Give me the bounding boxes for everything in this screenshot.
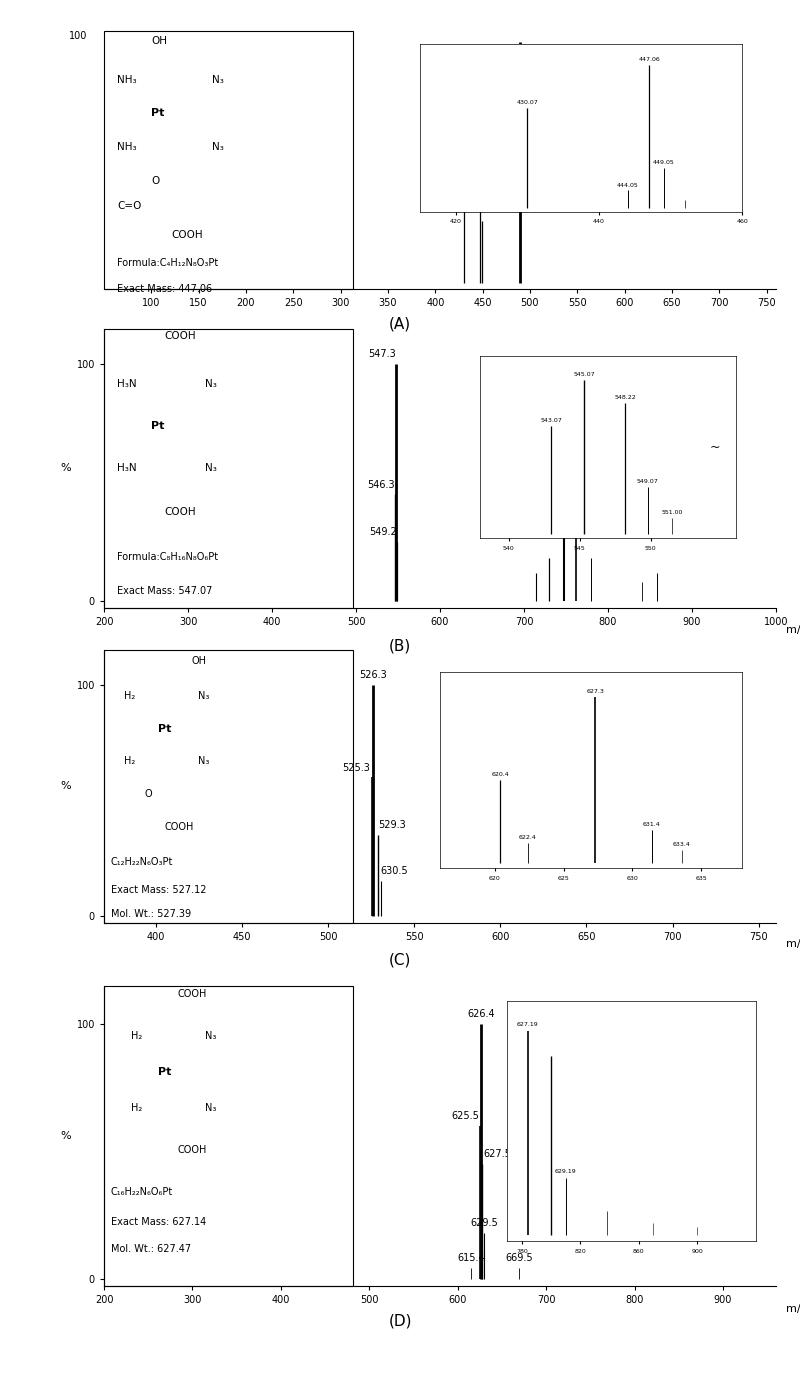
- Text: Pt: Pt: [158, 1067, 171, 1076]
- Text: H₃N: H₃N: [118, 379, 137, 389]
- Text: Exact Mass: 627.14: Exact Mass: 627.14: [110, 1218, 206, 1227]
- Text: COOH: COOH: [165, 331, 196, 341]
- Text: O: O: [151, 176, 159, 186]
- Text: 669.5: 669.5: [506, 1253, 533, 1264]
- Text: N₃: N₃: [211, 143, 223, 152]
- X-axis label: m/z: m/z: [786, 939, 800, 949]
- Text: C₁₂H₂₂N₆O₃Pt: C₁₂H₂₂N₆O₃Pt: [110, 857, 173, 867]
- Text: N₃: N₃: [205, 379, 217, 389]
- Text: OH: OH: [191, 656, 206, 665]
- Text: 529.3: 529.3: [378, 821, 406, 830]
- Text: Pt: Pt: [158, 724, 171, 734]
- Text: N₃: N₃: [205, 1030, 216, 1040]
- Text: NH₃: NH₃: [118, 143, 137, 152]
- Text: 546.3: 546.3: [367, 480, 395, 489]
- X-axis label: m/z: m/z: [786, 625, 800, 635]
- Text: N₃: N₃: [205, 1103, 216, 1113]
- Text: H₃N: H₃N: [118, 463, 137, 473]
- Text: Formula:C₈H₁₆N₈O₆Pt: Formula:C₈H₁₆N₈O₆Pt: [118, 552, 218, 562]
- Text: Exact Mass: 527.12: Exact Mass: 527.12: [110, 885, 206, 895]
- Text: 630.5: 630.5: [381, 867, 408, 877]
- Text: NH₃: NH₃: [118, 74, 137, 85]
- X-axis label: m/z: m/z: [786, 1304, 800, 1314]
- Text: Formula:C₄H₁₂N₈O₃Pt: Formula:C₄H₁₂N₈O₃Pt: [118, 259, 218, 268]
- Text: 625.5: 625.5: [451, 1110, 479, 1121]
- Text: COOH: COOH: [165, 822, 194, 832]
- Text: 100: 100: [69, 31, 87, 41]
- Text: 549.2: 549.2: [370, 527, 398, 537]
- FancyBboxPatch shape: [104, 31, 353, 289]
- Text: N₃: N₃: [198, 691, 210, 700]
- Text: (B): (B): [389, 639, 411, 653]
- Text: 627.5: 627.5: [483, 1149, 510, 1159]
- FancyBboxPatch shape: [104, 329, 353, 608]
- Text: 525.3: 525.3: [342, 762, 370, 773]
- Text: 526.3: 526.3: [359, 670, 387, 679]
- Text: Exact Mass: 447.06: Exact Mass: 447.06: [118, 284, 213, 294]
- Text: COOH: COOH: [165, 507, 196, 517]
- Text: C₁₆H₂₂N₆O₆Pt: C₁₆H₂₂N₆O₆Pt: [110, 1187, 173, 1197]
- Text: H₂: H₂: [131, 1030, 142, 1040]
- Y-axis label: %: %: [60, 781, 70, 791]
- Text: 629.5: 629.5: [470, 1218, 498, 1227]
- Text: N₃: N₃: [211, 74, 223, 85]
- Text: Pt: Pt: [151, 109, 165, 119]
- Text: (C): (C): [389, 953, 411, 967]
- Text: COOH: COOH: [178, 988, 207, 998]
- Text: C=O: C=O: [118, 201, 142, 211]
- Text: Exact Mass: 547.07: Exact Mass: 547.07: [118, 586, 213, 596]
- Text: COOH: COOH: [178, 1145, 207, 1155]
- Text: Pt: Pt: [151, 421, 165, 431]
- FancyBboxPatch shape: [104, 650, 353, 923]
- Text: (D): (D): [388, 1314, 412, 1328]
- Text: OH: OH: [151, 36, 167, 46]
- Text: N₃: N₃: [205, 463, 217, 473]
- Text: 626.4: 626.4: [467, 1009, 495, 1019]
- Text: COOH: COOH: [171, 229, 203, 240]
- Text: 615.4: 615.4: [458, 1253, 485, 1264]
- Text: H₂: H₂: [131, 1103, 142, 1113]
- Text: Mol. Wt.: 627.47: Mol. Wt.: 627.47: [110, 1244, 191, 1254]
- Text: 547.3: 547.3: [368, 350, 396, 359]
- Text: H₂: H₂: [124, 756, 135, 766]
- Y-axis label: %: %: [60, 1131, 70, 1141]
- Text: N₃: N₃: [198, 756, 210, 766]
- FancyBboxPatch shape: [104, 986, 353, 1286]
- Text: (A): (A): [389, 317, 411, 331]
- Text: H₂: H₂: [124, 691, 135, 700]
- Text: Mol. Wt.: 527.39: Mol. Wt.: 527.39: [110, 909, 191, 918]
- Text: O: O: [144, 788, 152, 800]
- Y-axis label: %: %: [60, 463, 70, 474]
